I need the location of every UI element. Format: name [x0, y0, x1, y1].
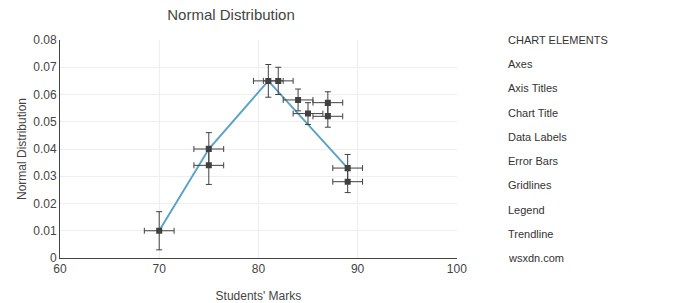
svg-text:60: 60 — [53, 262, 67, 276]
svg-text:CHART ELEMENTS: CHART ELEMENTS — [508, 34, 608, 46]
svg-text:0.06: 0.06 — [33, 88, 57, 102]
svg-text:Students' Marks: Students' Marks — [216, 289, 302, 303]
svg-text:Axis Titles: Axis Titles — [508, 82, 558, 94]
svg-text:Axes: Axes — [508, 58, 533, 70]
svg-text:80: 80 — [252, 262, 266, 276]
svg-text:Trendline: Trendline — [508, 228, 553, 240]
svg-text:0.04: 0.04 — [33, 142, 57, 156]
svg-text:Legend: Legend — [508, 204, 545, 216]
svg-text:wsxdn.com: wsxdn.com — [508, 252, 564, 264]
svg-text:Chart Title: Chart Title — [508, 107, 558, 119]
svg-text:0.05: 0.05 — [33, 115, 57, 129]
svg-text:0.07: 0.07 — [33, 60, 57, 74]
svg-text:90: 90 — [351, 262, 365, 276]
svg-text:Normal Distribution: Normal Distribution — [167, 6, 295, 23]
svg-text:0.03: 0.03 — [33, 169, 57, 183]
svg-text:70: 70 — [153, 262, 167, 276]
svg-text:Data Labels: Data Labels — [508, 131, 567, 143]
svg-text:0.01: 0.01 — [33, 224, 57, 238]
svg-text:Gridlines: Gridlines — [508, 179, 552, 191]
svg-text:Error Bars: Error Bars — [508, 155, 559, 167]
svg-text:100: 100 — [447, 262, 467, 276]
svg-text:Normal Distribution: Normal Distribution — [15, 98, 29, 200]
svg-text:0.08: 0.08 — [33, 33, 57, 47]
svg-text:0.02: 0.02 — [33, 197, 57, 211]
svg-text:0: 0 — [50, 251, 57, 265]
